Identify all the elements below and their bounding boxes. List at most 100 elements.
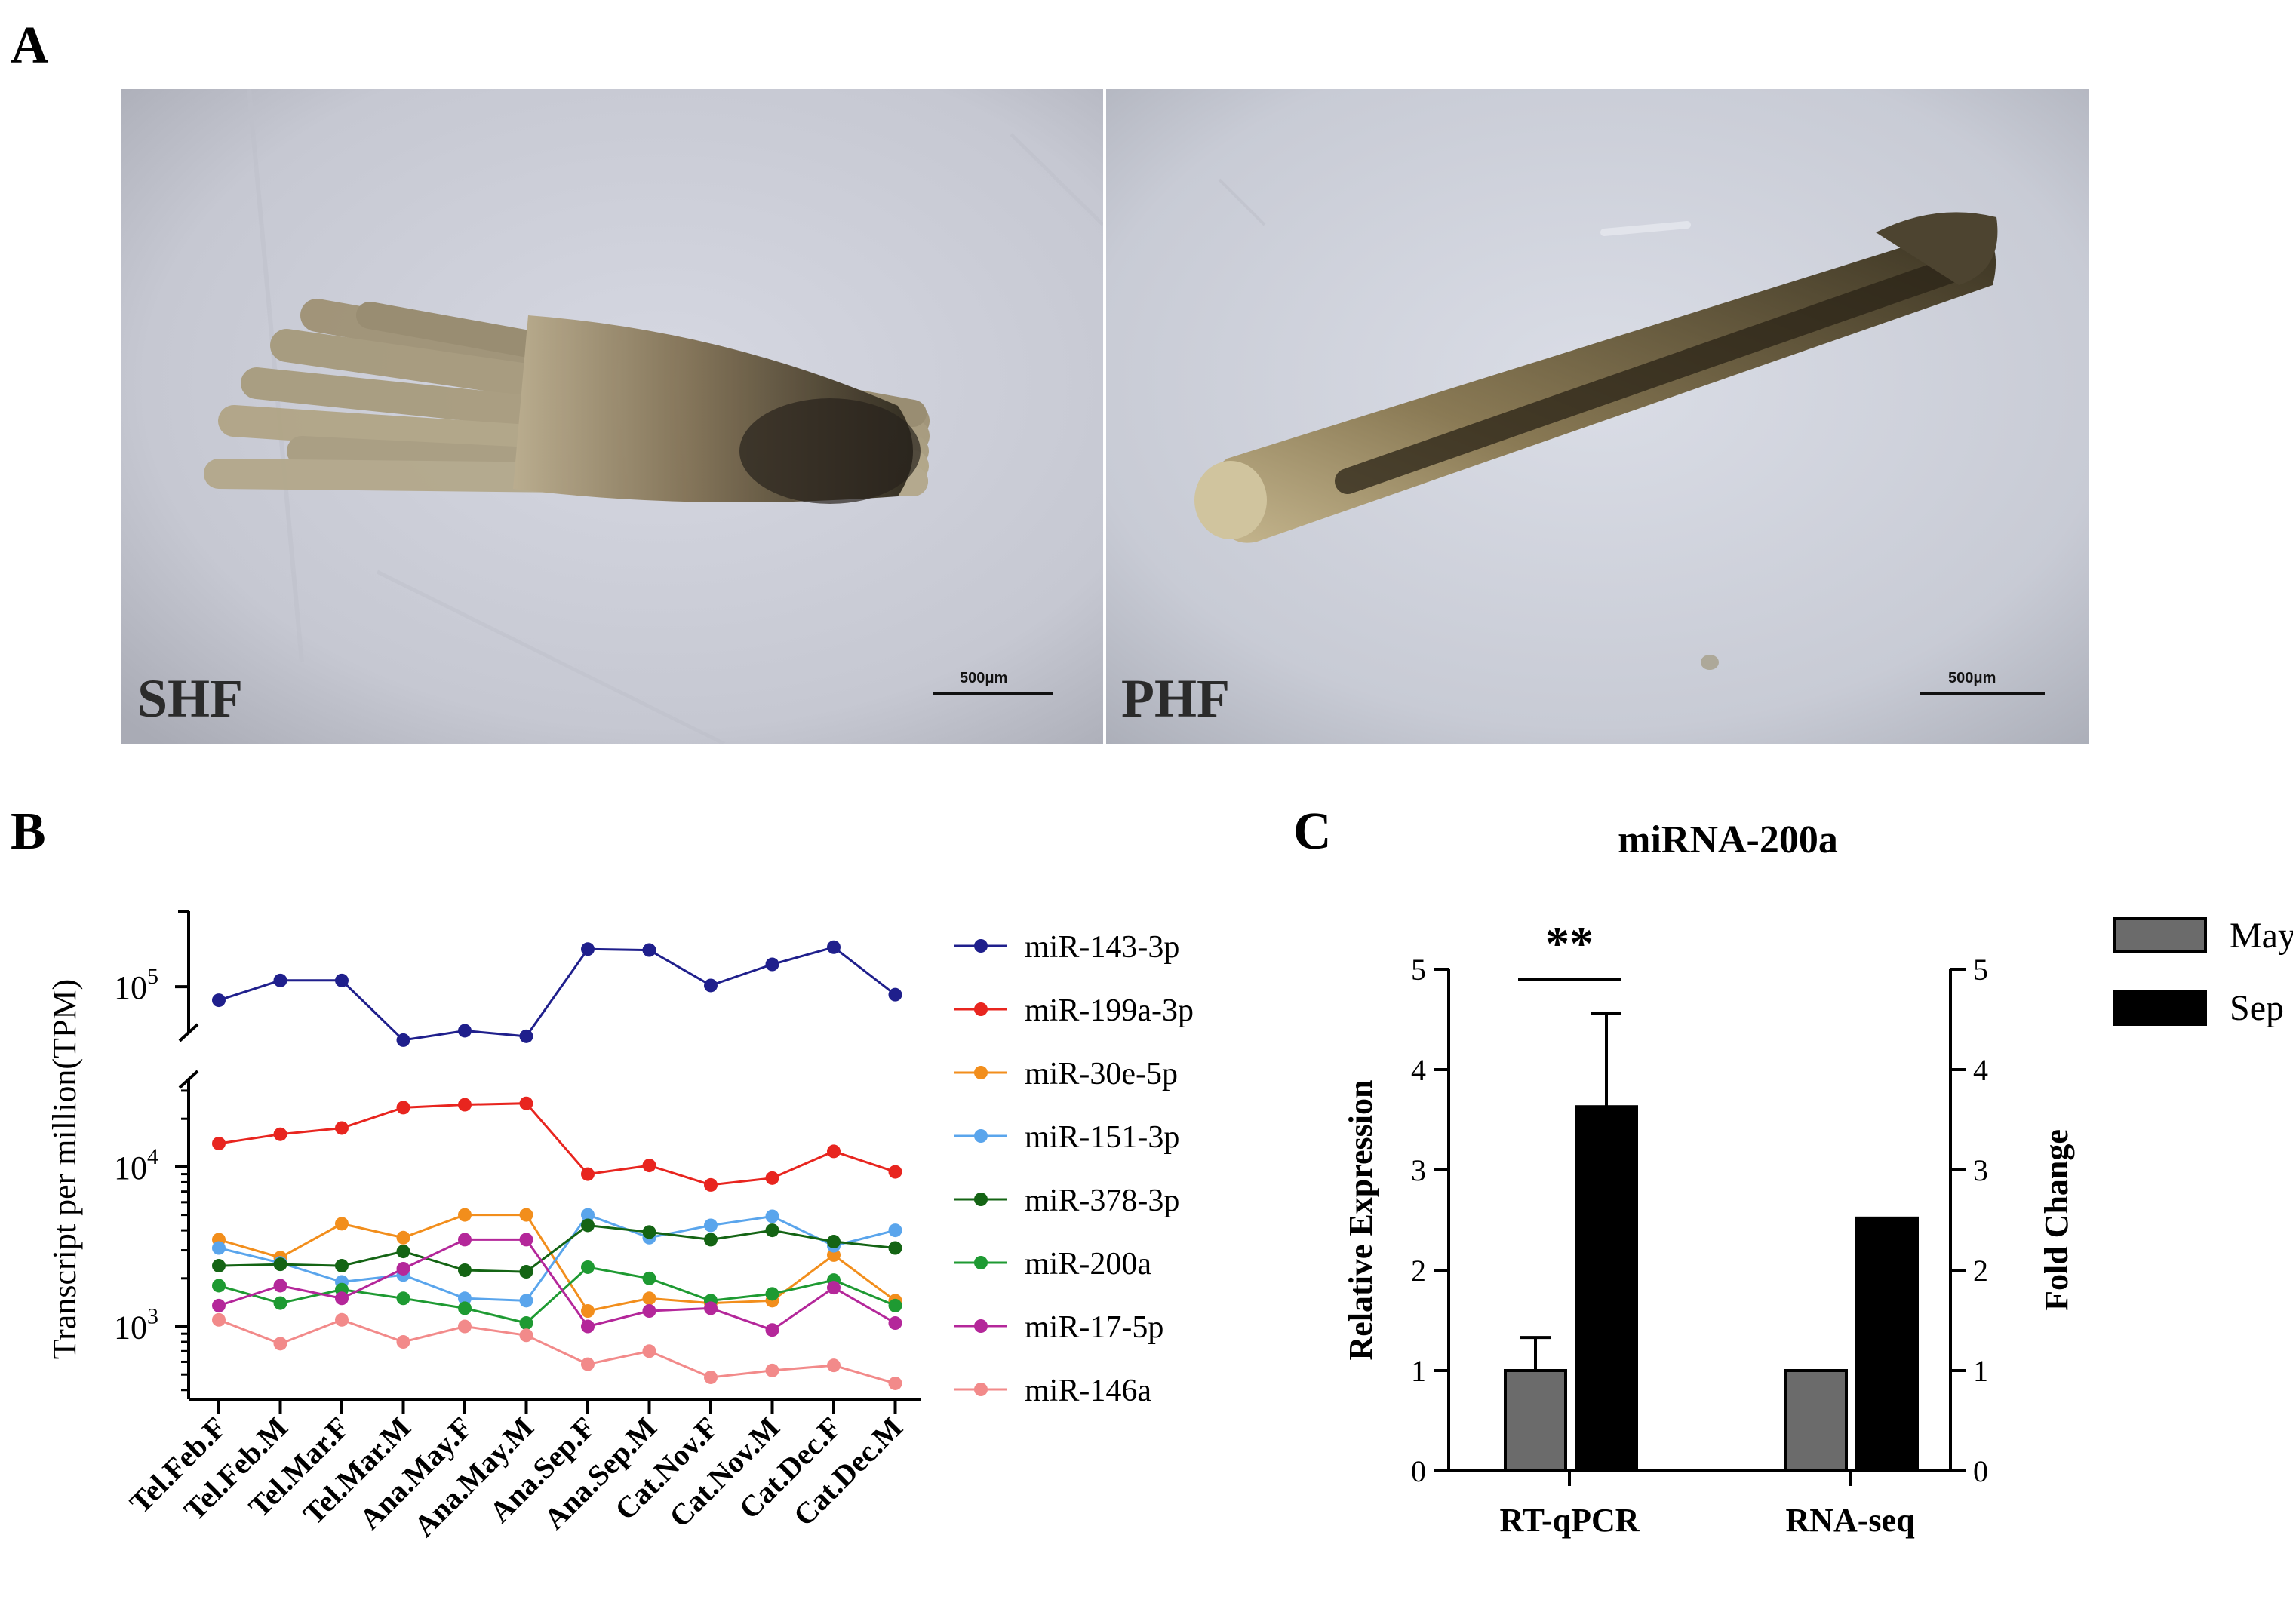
x-tick-label: RNA-seq	[1785, 1502, 1915, 1539]
data-point	[581, 1319, 595, 1334]
legend-item: miR-30e-5p	[954, 1057, 1178, 1091]
x-tick-label: RT-qPCR	[1499, 1502, 1640, 1539]
bar-May	[1504, 1369, 1567, 1472]
data-point	[888, 1376, 902, 1390]
data-point	[827, 1358, 841, 1373]
data-point	[458, 1098, 472, 1112]
data-point	[273, 1127, 287, 1141]
data-point	[273, 1296, 287, 1310]
data-point	[642, 1225, 656, 1239]
data-point	[519, 1316, 533, 1331]
legend-marker	[974, 1002, 988, 1016]
data-point	[642, 1159, 656, 1173]
series-line	[218, 1223, 896, 1273]
data-point	[396, 1245, 410, 1259]
phf-scale-bar	[1920, 692, 2045, 695]
data-point	[888, 1298, 902, 1312]
series-line	[218, 1214, 896, 1312]
y-tick-label-right: 1	[1973, 1354, 1988, 1388]
bar-chart-panel-c: miRNA-200a 0 0 1 1 2 2 3 3 4 4 5 5 Relative Expressio…	[1342, 818, 2293, 1539]
data-point	[704, 1218, 718, 1233]
data-point	[458, 1301, 472, 1315]
phf-label: PHF	[1121, 668, 1230, 729]
y-tick-label-left: 3	[1411, 1153, 1426, 1187]
phf-scale-text: 500μm	[1948, 670, 1996, 686]
data-point	[642, 1304, 656, 1319]
data-point	[396, 1230, 410, 1245]
series-miR-199a-3p	[212, 1096, 902, 1192]
series-line	[218, 946, 896, 1042]
legend-marker	[974, 1319, 988, 1333]
data-point	[396, 1261, 410, 1276]
data-point	[827, 1144, 841, 1159]
data-point	[704, 1233, 718, 1247]
bar-Sep	[1855, 1216, 1919, 1473]
y-tick-label-left: 4	[1411, 1053, 1426, 1087]
data-point	[519, 1096, 533, 1110]
data-point	[581, 1357, 595, 1371]
data-point	[519, 1265, 533, 1279]
data-point	[273, 1279, 287, 1293]
data-point	[519, 1328, 533, 1343]
series-miR-200a	[212, 1260, 902, 1331]
data-point	[642, 1344, 656, 1358]
data-point	[765, 1323, 779, 1337]
data-point	[212, 1136, 226, 1150]
y-tick-label-right: 0	[1973, 1454, 1988, 1488]
data-point	[396, 1033, 410, 1047]
data-point	[212, 1298, 226, 1312]
y-tick-label-left: 1	[1411, 1354, 1426, 1388]
significance-marker: **	[1545, 916, 1594, 970]
y-tick-label-right: 5	[1973, 953, 1988, 987]
legend-label: miR-378-3p	[1025, 1183, 1179, 1218]
data-point	[827, 1235, 841, 1249]
shf-follicle-image	[121, 89, 1103, 744]
legend-label: miR-151-3p	[1025, 1120, 1179, 1155]
y-axis-label-right: Fold Change	[2038, 1129, 2075, 1311]
data-point	[704, 1177, 718, 1192]
data-point	[888, 1241, 902, 1255]
series-line	[218, 1238, 896, 1331]
series-line	[218, 1102, 896, 1187]
data-point	[581, 1304, 595, 1319]
shf-label: SHF	[137, 668, 244, 729]
y-tick-label-left: 0	[1411, 1454, 1426, 1488]
data-point	[396, 1291, 410, 1306]
legend-marker	[974, 939, 988, 953]
y-tick-label-right: 2	[1973, 1254, 1988, 1288]
legend-label: miR-146a	[1025, 1374, 1151, 1408]
shf-micrograph	[121, 89, 1103, 744]
data-point	[335, 973, 349, 987]
data-point	[458, 1024, 472, 1038]
data-point	[888, 1316, 902, 1331]
data-point	[458, 1319, 472, 1334]
panel-c-letter: C	[1293, 803, 1332, 861]
series-miR-143-3p	[212, 940, 902, 1047]
data-point	[273, 1337, 287, 1351]
legend-marker	[974, 1256, 988, 1269]
data-point	[581, 1208, 595, 1222]
series-line	[218, 1213, 896, 1302]
data-point	[273, 1257, 287, 1272]
y-axis-break-mark	[178, 1070, 199, 1089]
series-miR-146a	[212, 1312, 902, 1390]
data-point	[765, 1171, 779, 1185]
data-point	[888, 1165, 902, 1179]
legend-item: miR-143-3p	[954, 930, 1179, 965]
y-tick-label-right: 4	[1973, 1053, 1988, 1087]
data-point	[212, 1279, 226, 1293]
series-line	[218, 1266, 896, 1325]
data-point	[273, 973, 287, 987]
bar-May	[1784, 1369, 1848, 1472]
data-point	[581, 1260, 595, 1274]
panel-a-letter: A	[11, 17, 49, 75]
legend-item: miR-146a	[954, 1374, 1151, 1408]
data-point	[212, 1312, 226, 1327]
legend-item: miR-199a-3p	[954, 993, 1194, 1028]
legend-swatch	[2113, 990, 2207, 1026]
data-point	[396, 1335, 410, 1349]
legend-label: miR-17-5p	[1025, 1310, 1163, 1345]
legend-item: miR-200a	[954, 1247, 1151, 1282]
